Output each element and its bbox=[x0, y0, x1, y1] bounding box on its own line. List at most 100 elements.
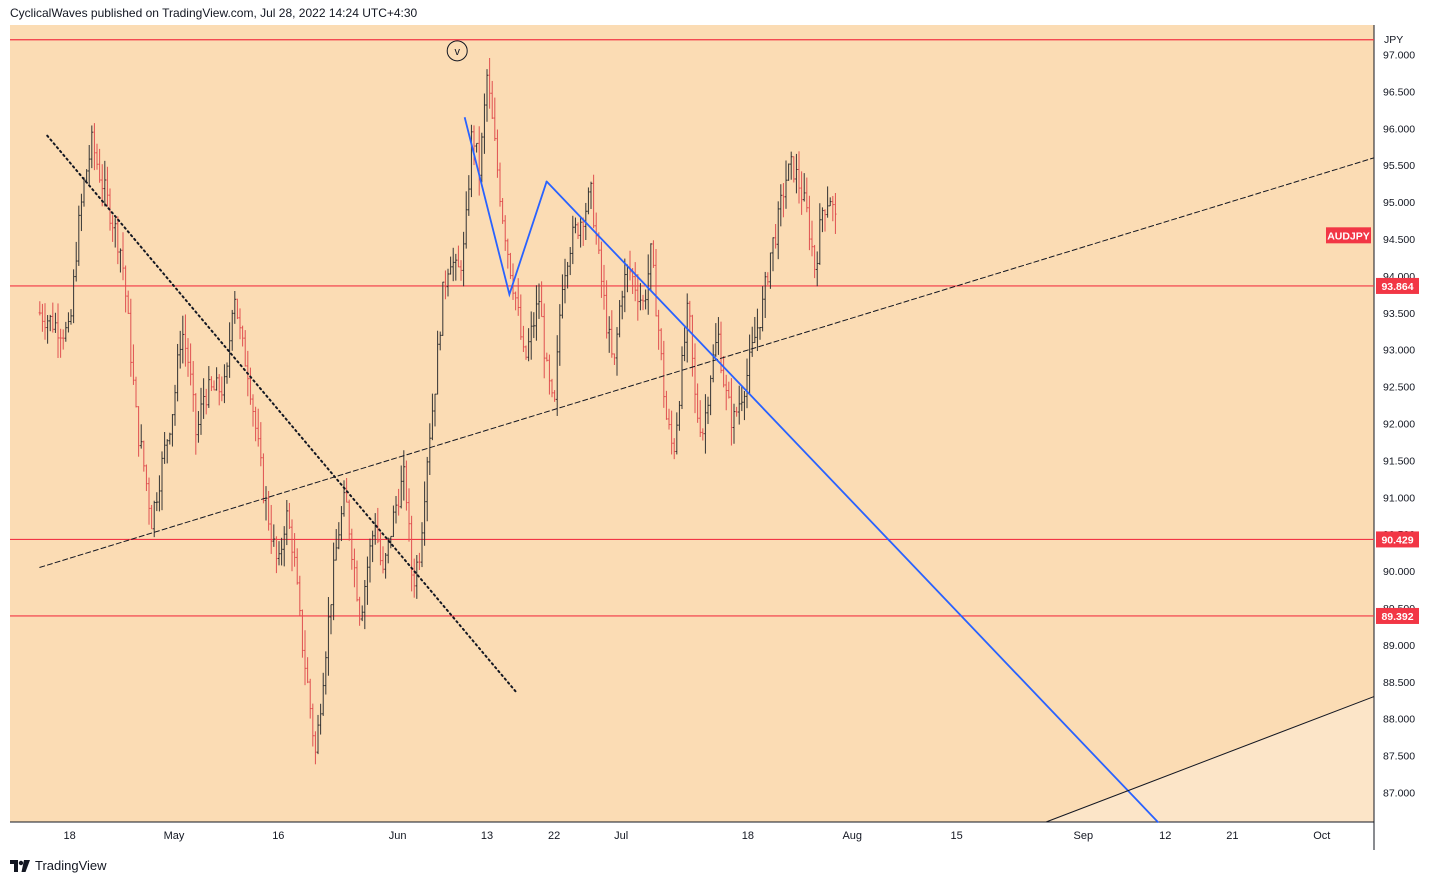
candle bbox=[43, 303, 47, 340]
x-tick-label: 12 bbox=[1159, 830, 1171, 842]
trendline-solid[interactable] bbox=[545, 180, 1159, 823]
y-tick-label: 95.000 bbox=[1383, 197, 1415, 209]
candle bbox=[54, 312, 57, 333]
candle bbox=[758, 326, 762, 340]
candle bbox=[753, 316, 757, 344]
candle bbox=[649, 243, 653, 292]
candle bbox=[119, 248, 122, 273]
y-tick-label: 87.000 bbox=[1383, 787, 1415, 799]
candle bbox=[46, 315, 49, 344]
candle bbox=[415, 554, 419, 599]
candle bbox=[402, 450, 406, 501]
tradingview-logo-icon bbox=[10, 859, 30, 872]
candle bbox=[535, 285, 538, 341]
candle bbox=[56, 303, 60, 358]
candle bbox=[342, 480, 346, 517]
candle bbox=[106, 166, 109, 207]
candle bbox=[85, 169, 88, 182]
candle bbox=[615, 327, 619, 376]
level-price-badge bbox=[1376, 607, 1419, 624]
candle bbox=[290, 519, 294, 572]
candle bbox=[142, 440, 146, 472]
x-tick-label: Jul bbox=[614, 830, 628, 842]
candle bbox=[563, 258, 567, 304]
candle bbox=[207, 366, 211, 408]
candle bbox=[647, 254, 650, 315]
candle bbox=[465, 191, 468, 249]
chart-background bbox=[10, 25, 1430, 850]
candle bbox=[589, 181, 593, 209]
candle bbox=[826, 186, 829, 218]
candle bbox=[777, 201, 780, 260]
candle bbox=[693, 343, 697, 414]
candle bbox=[519, 294, 523, 340]
price-badges: 93.864 90.429 89.392 AUDJPY bbox=[1326, 227, 1419, 624]
candle bbox=[173, 384, 177, 426]
candle bbox=[155, 492, 159, 512]
candle bbox=[59, 328, 62, 358]
candle bbox=[283, 526, 286, 567]
wave-label: v bbox=[454, 46, 460, 58]
candle bbox=[452, 247, 455, 282]
candle bbox=[150, 504, 153, 530]
trendline-solid[interactable] bbox=[1045, 696, 1375, 823]
candle bbox=[67, 312, 70, 333]
wave-zigzag bbox=[463, 117, 548, 298]
candle bbox=[600, 241, 603, 298]
candle bbox=[829, 197, 832, 207]
candle bbox=[774, 224, 777, 249]
price-axis[interactable] bbox=[1374, 25, 1430, 850]
candle bbox=[795, 153, 798, 194]
candle bbox=[657, 309, 660, 350]
candle bbox=[550, 378, 554, 398]
candle bbox=[340, 506, 343, 542]
candle bbox=[652, 240, 655, 268]
tradingview-logo[interactable]: TradingView bbox=[10, 858, 107, 873]
candle bbox=[379, 532, 382, 566]
candle bbox=[121, 232, 125, 281]
candle bbox=[433, 393, 437, 427]
candle bbox=[303, 630, 307, 686]
candle bbox=[803, 173, 806, 202]
candle bbox=[818, 203, 822, 265]
candle bbox=[530, 311, 533, 360]
candle bbox=[231, 309, 234, 351]
symbol-badge-text: AUDJPY bbox=[1327, 230, 1370, 242]
candle bbox=[280, 537, 283, 566]
candle bbox=[215, 367, 218, 391]
trendline-dashed[interactable] bbox=[39, 157, 1375, 568]
candle bbox=[192, 361, 195, 412]
candle bbox=[587, 187, 590, 215]
tradingview-brand: TradingView bbox=[35, 858, 107, 873]
candle bbox=[319, 703, 322, 735]
candle bbox=[738, 385, 741, 425]
candle bbox=[491, 80, 494, 119]
candle bbox=[831, 195, 835, 222]
candle bbox=[358, 596, 361, 626]
candle bbox=[251, 394, 255, 427]
candle bbox=[361, 605, 364, 622]
x-tick-label: 18 bbox=[742, 830, 754, 842]
candle bbox=[160, 451, 164, 511]
candle bbox=[790, 151, 793, 180]
candle bbox=[82, 177, 86, 207]
candle bbox=[704, 394, 707, 454]
candle bbox=[75, 241, 78, 282]
candle bbox=[524, 345, 528, 360]
candle bbox=[644, 289, 647, 310]
zigzag-line[interactable] bbox=[463, 117, 548, 298]
candle bbox=[93, 123, 96, 171]
chart-area[interactable] bbox=[10, 25, 1374, 822]
y-tick-label: 94.500 bbox=[1383, 234, 1415, 246]
y-tick-label: 97.000 bbox=[1383, 50, 1415, 62]
candle bbox=[262, 453, 265, 504]
trendline-dotted[interactable] bbox=[46, 134, 518, 694]
candle bbox=[249, 367, 252, 405]
candle bbox=[784, 160, 788, 209]
candle bbox=[805, 177, 809, 213]
candle bbox=[498, 162, 502, 207]
candle bbox=[558, 304, 562, 366]
y-tick-label: 96.000 bbox=[1383, 123, 1415, 135]
candle bbox=[366, 556, 369, 605]
